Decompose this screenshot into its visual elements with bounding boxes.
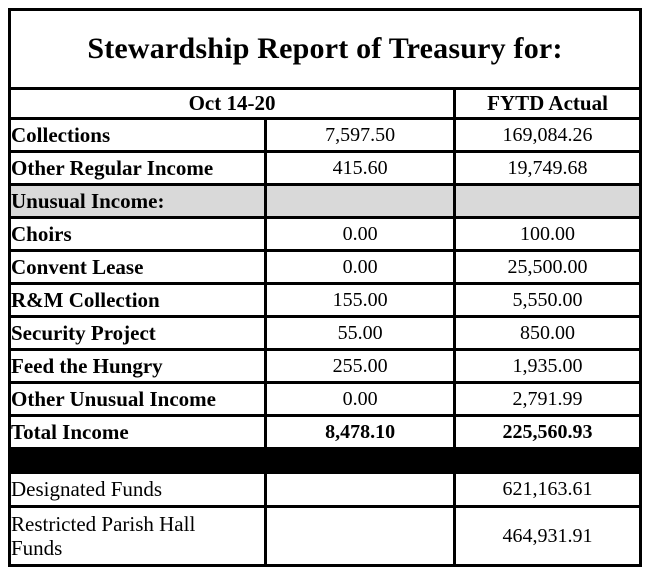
table-row-designated-funds: Designated Funds 621,163.61 xyxy=(7,471,642,508)
period-column-header: Oct 14-20 xyxy=(7,87,457,120)
row-label: Feed the Hungry xyxy=(7,348,268,384)
row-label: Choirs xyxy=(7,216,268,252)
table-row-rm-collection: R&M Collection 155.00 5,550.00 xyxy=(7,282,642,318)
row-week-value: 415.60 xyxy=(264,150,457,186)
table-row-other-regular-income: Other Regular Income 415.60 19,749.68 xyxy=(7,150,642,186)
row-week-value: 7,597.50 xyxy=(264,117,457,153)
table-row-security-project: Security Project 55.00 850.00 xyxy=(7,315,642,351)
row-fytd-value: 169,084.26 xyxy=(453,117,642,153)
row-label: R&M Collection xyxy=(7,282,268,318)
row-week-value xyxy=(264,183,457,219)
row-week-value xyxy=(264,505,457,567)
row-label: Convent Lease xyxy=(7,249,268,285)
total-income-week-value: 8,478.10 xyxy=(264,414,457,450)
row-week-value: 55.00 xyxy=(264,315,457,351)
table-row-unusual-income-section: Unusual Income: xyxy=(7,183,642,219)
row-week-value: 255.00 xyxy=(264,348,457,384)
row-week-value xyxy=(264,471,457,508)
report-title: Stewardship Report of Treasury for: xyxy=(8,8,642,90)
row-week-value: 155.00 xyxy=(264,282,457,318)
row-label: Security Project xyxy=(7,315,268,351)
table-row-choirs: Choirs 0.00 100.00 xyxy=(7,216,642,252)
section-header-label: Unusual Income: xyxy=(7,183,268,219)
total-income-fytd-value: 225,560.93 xyxy=(453,414,642,450)
row-label: Designated Funds xyxy=(7,471,268,508)
column-header-row: Oct 14-20 FYTD Actual xyxy=(7,87,642,120)
row-label-text: Restricted Parish Hall Funds xyxy=(11,511,196,560)
row-label: Other Regular Income xyxy=(7,150,268,186)
row-fytd-value: 621,163.61 xyxy=(453,471,642,508)
row-fytd-value: 850.00 xyxy=(453,315,642,351)
row-fytd-value: 2,791.99 xyxy=(453,381,642,417)
row-fytd-value xyxy=(453,183,642,219)
row-week-value: 0.00 xyxy=(264,381,457,417)
row-fytd-value: 100.00 xyxy=(453,216,642,252)
table-row-collections: Collections 7,597.50 169,084.26 xyxy=(7,117,642,153)
row-label: Collections xyxy=(7,117,268,153)
row-fytd-value: 19,749.68 xyxy=(453,150,642,186)
table-row-total-income: Total Income 8,478.10 225,560.93 xyxy=(7,414,642,450)
row-week-value: 0.00 xyxy=(264,249,457,285)
row-fytd-value: 464,931.91 xyxy=(453,505,642,567)
row-fytd-value: 1,935.00 xyxy=(453,348,642,384)
table-row-restricted-parish-hall-funds: Restricted Parish Hall Funds 464,931.91 xyxy=(7,505,642,567)
table-row-other-unusual-income: Other Unusual Income 0.00 2,791.99 xyxy=(7,381,642,417)
fytd-column-header: FYTD Actual xyxy=(453,87,642,120)
black-divider-band xyxy=(9,447,641,474)
total-income-label: Total Income xyxy=(7,414,268,450)
row-fytd-value: 5,550.00 xyxy=(453,282,642,318)
stewardship-report-table: Stewardship Report of Treasury for: Oct … xyxy=(7,8,642,567)
row-label: Restricted Parish Hall Funds xyxy=(7,505,268,567)
row-label: Other Unusual Income xyxy=(7,381,268,417)
row-fytd-value: 25,500.00 xyxy=(453,249,642,285)
divider-row xyxy=(9,447,641,474)
row-week-value: 0.00 xyxy=(264,216,457,252)
title-row: Stewardship Report of Treasury for: xyxy=(8,8,642,90)
table-row-convent-lease: Convent Lease 0.00 25,500.00 xyxy=(7,249,642,285)
table-row-feed-the-hungry: Feed the Hungry 255.00 1,935.00 xyxy=(7,348,642,384)
